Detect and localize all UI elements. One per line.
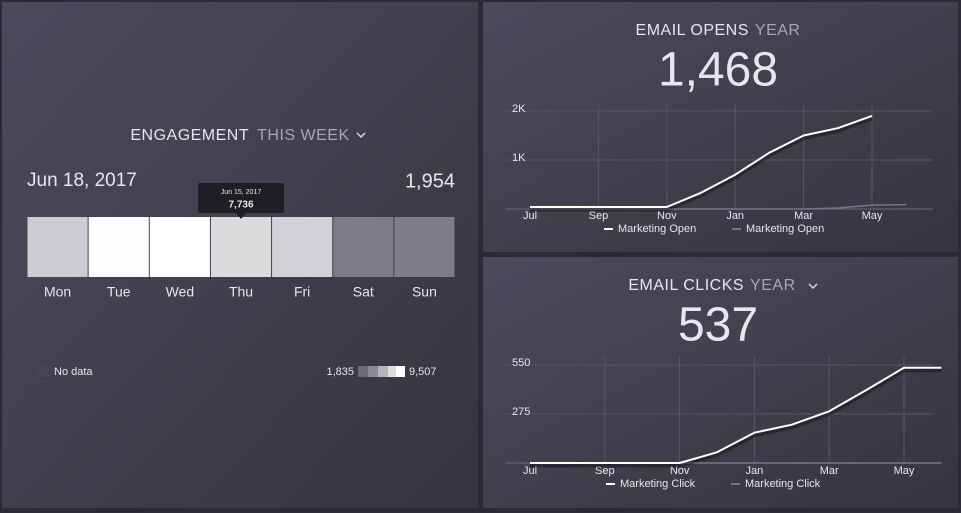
- big-number: 537: [678, 299, 758, 352]
- title: EMAIL OPENS: [636, 22, 749, 39]
- series-line: [530, 114, 873, 208]
- x-tick-label: Jul: [523, 465, 537, 477]
- subtitle[interactable]: YEAR: [750, 277, 796, 294]
- total: 1,954: [405, 170, 455, 192]
- x-tick-label: Sep: [595, 465, 615, 477]
- x-tick-label: Nov: [670, 465, 690, 477]
- day-label: Tue: [107, 284, 131, 300]
- heat-cell[interactable]: [394, 217, 455, 277]
- x-tick-label: Sep: [589, 210, 609, 222]
- x-tick-label: Nov: [657, 210, 677, 222]
- scale-swatch: [378, 366, 388, 377]
- heat-cell[interactable]: [272, 217, 333, 277]
- heat-cell[interactable]: [210, 217, 272, 277]
- y-tick-label: 2K: [512, 103, 526, 115]
- day-label: Mon: [44, 284, 71, 300]
- legend-label[interactable]: Marketing Click: [620, 478, 696, 490]
- line-glow: [530, 115, 873, 212]
- legend-label[interactable]: Marketing Open: [746, 223, 824, 235]
- day-label: Sat: [353, 284, 374, 300]
- scale-min: 1,835: [326, 366, 354, 378]
- y-tick-label: 275: [512, 406, 530, 418]
- y-tick-label: 550: [512, 357, 530, 369]
- scale-max: 9,507: [409, 366, 437, 378]
- x-tick-label: May: [862, 210, 883, 222]
- legend-label[interactable]: Marketing Open: [618, 223, 696, 235]
- heat-cell[interactable]: [27, 217, 88, 277]
- big-number: 1,468: [658, 44, 778, 97]
- heat-cell[interactable]: [88, 217, 149, 277]
- day-label: Thu: [229, 284, 253, 300]
- line-glow: [530, 367, 942, 468]
- day-label: Sun: [412, 284, 437, 300]
- y-tick-label: 1K: [512, 152, 526, 164]
- no-data-label: No data: [54, 366, 93, 378]
- date: Jun 18, 2017: [27, 170, 137, 191]
- series-line: [530, 203, 907, 210]
- dropdown-chevron[interactable]: [356, 132, 366, 139]
- series-line: [530, 366, 942, 464]
- panel-title: EMAIL OPENS YEAR: [636, 22, 801, 39]
- scale-swatch: [358, 366, 368, 377]
- x-tick-label: May: [894, 465, 915, 477]
- title: ENGAGEMENT: [130, 127, 249, 144]
- x-tick-label: Jan: [746, 465, 764, 477]
- dropdown-chevron[interactable]: [808, 283, 818, 290]
- x-tick-label: Mar: [794, 210, 813, 222]
- tooltip-date: Jun 15, 2017: [221, 189, 262, 196]
- tooltip-box: [198, 183, 284, 213]
- tooltip-value: 7,736: [228, 200, 253, 211]
- heat-cell[interactable]: [149, 217, 210, 277]
- x-tick-label: Jan: [726, 210, 744, 222]
- panel-title: EMAIL CLICKS YEAR: [628, 277, 795, 294]
- title: EMAIL CLICKS: [628, 277, 744, 294]
- panel-title: ENGAGEMENT THIS WEEK: [130, 127, 349, 144]
- subtitle[interactable]: THIS WEEK: [257, 127, 350, 144]
- day-label: Wed: [166, 284, 195, 300]
- scale-swatch: [388, 366, 396, 377]
- subtitle: YEAR: [755, 22, 801, 39]
- scale-swatch: [396, 366, 405, 377]
- scale-swatch: [368, 366, 378, 377]
- tooltip-arrow: [236, 213, 246, 219]
- x-tick-label: Jul: [523, 210, 537, 222]
- legend-label[interactable]: Marketing Click: [745, 478, 821, 490]
- day-label: Fri: [294, 284, 310, 300]
- heat-cell[interactable]: [333, 217, 394, 277]
- panel: [483, 2, 958, 252]
- no-data-swatch: [37, 366, 48, 377]
- x-tick-label: Mar: [820, 465, 839, 477]
